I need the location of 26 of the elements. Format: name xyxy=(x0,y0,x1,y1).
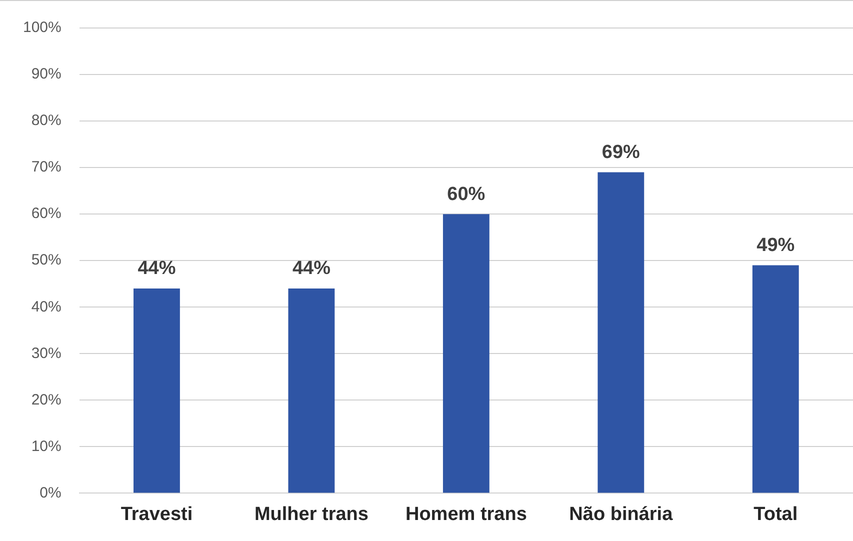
y-tick-label: 40% xyxy=(31,298,62,316)
x-tick-label: Travesti xyxy=(120,504,193,525)
x-tick-label: Mulher trans xyxy=(254,504,368,525)
y-tick-label: 60% xyxy=(31,205,62,222)
y-tick-label: 0% xyxy=(40,484,62,502)
y-tick-label: 10% xyxy=(31,438,62,455)
bar xyxy=(442,214,490,493)
y-tick-label: 30% xyxy=(31,344,62,362)
x-tick-label: Homem trans xyxy=(405,504,527,525)
y-tick-label: 80% xyxy=(31,112,62,130)
data-label: 44% xyxy=(138,258,176,280)
bar xyxy=(598,172,644,493)
bar xyxy=(752,265,799,493)
y-tick-label: 20% xyxy=(31,391,62,408)
y-tick-label: 50% xyxy=(31,252,62,269)
x-tick-label: Total xyxy=(754,504,798,525)
x-tick-label: Não binária xyxy=(569,504,674,525)
data-label: 49% xyxy=(756,234,795,256)
data-label: 69% xyxy=(602,142,640,163)
bar xyxy=(288,288,335,493)
y-tick-label: 90% xyxy=(31,66,62,83)
bar xyxy=(134,288,180,493)
data-label: 60% xyxy=(447,184,486,205)
y-tick-label: 100% xyxy=(22,19,62,36)
data-label: 44% xyxy=(292,258,331,280)
y-tick-label: 70% xyxy=(31,158,62,176)
